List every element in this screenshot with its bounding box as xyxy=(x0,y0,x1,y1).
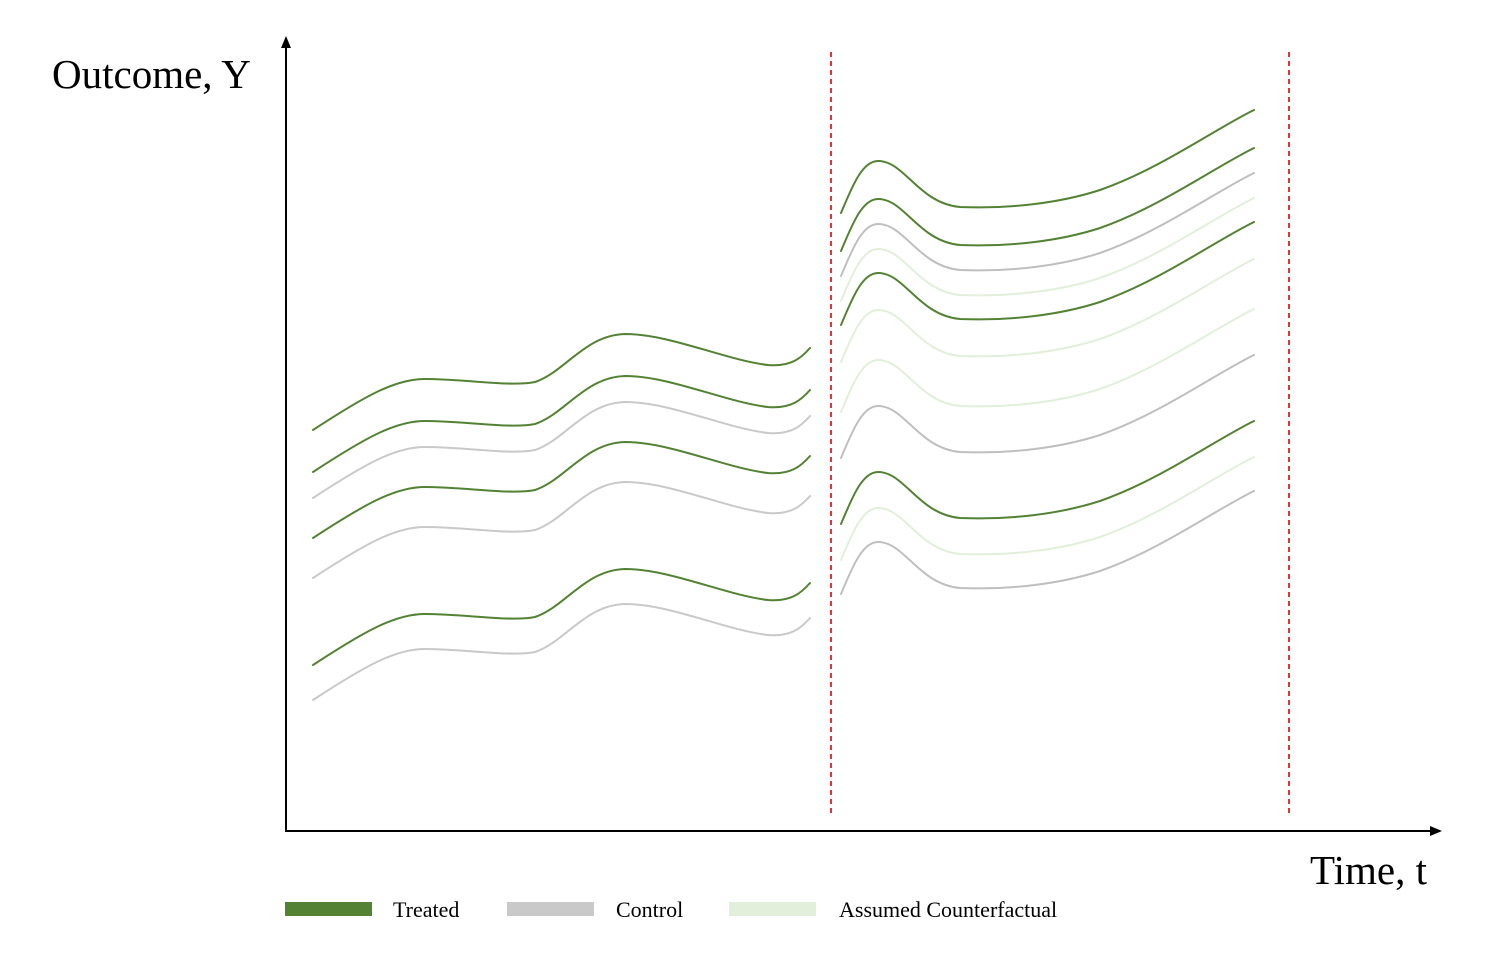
legend-swatch-control xyxy=(507,902,594,916)
legend-label-counterfactual: Assumed Counterfactual xyxy=(839,897,1057,922)
post-control_post-curve xyxy=(840,172,1255,277)
pre-treated-curve xyxy=(312,568,811,666)
post-control_post-curve xyxy=(840,354,1255,459)
post-treated-curve xyxy=(840,147,1255,252)
legend: Treated Control Assumed Counterfactual xyxy=(285,897,1057,922)
legend-swatch-treated xyxy=(285,902,372,916)
x-axis-label: Time, t xyxy=(1310,847,1428,893)
pre-control-curve xyxy=(312,401,811,499)
post-counterfactual-curve xyxy=(840,456,1255,561)
post-period-curves xyxy=(840,109,1255,595)
y-axis-label: Outcome, Y xyxy=(52,51,251,97)
post-counterfactual-curve xyxy=(840,308,1255,413)
pre-treated-curve xyxy=(312,375,811,473)
legend-swatch-counterfactual xyxy=(729,902,816,916)
post-counterfactual-curve xyxy=(840,197,1255,302)
pre-control-curve xyxy=(312,603,811,701)
pre-treated-curve xyxy=(312,333,811,431)
legend-label-control: Control xyxy=(616,897,683,922)
pre-control-curve xyxy=(312,481,811,579)
post-counterfactual-curve xyxy=(840,258,1255,363)
pre-treated-curve xyxy=(312,441,811,539)
legend-label-treated: Treated xyxy=(393,897,459,922)
post-control_post-curve xyxy=(840,490,1255,595)
post-treated-curve xyxy=(840,420,1255,525)
pre-period-curves xyxy=(312,333,811,701)
post-treated-curve xyxy=(840,109,1255,214)
post-treated-curve xyxy=(840,221,1255,326)
